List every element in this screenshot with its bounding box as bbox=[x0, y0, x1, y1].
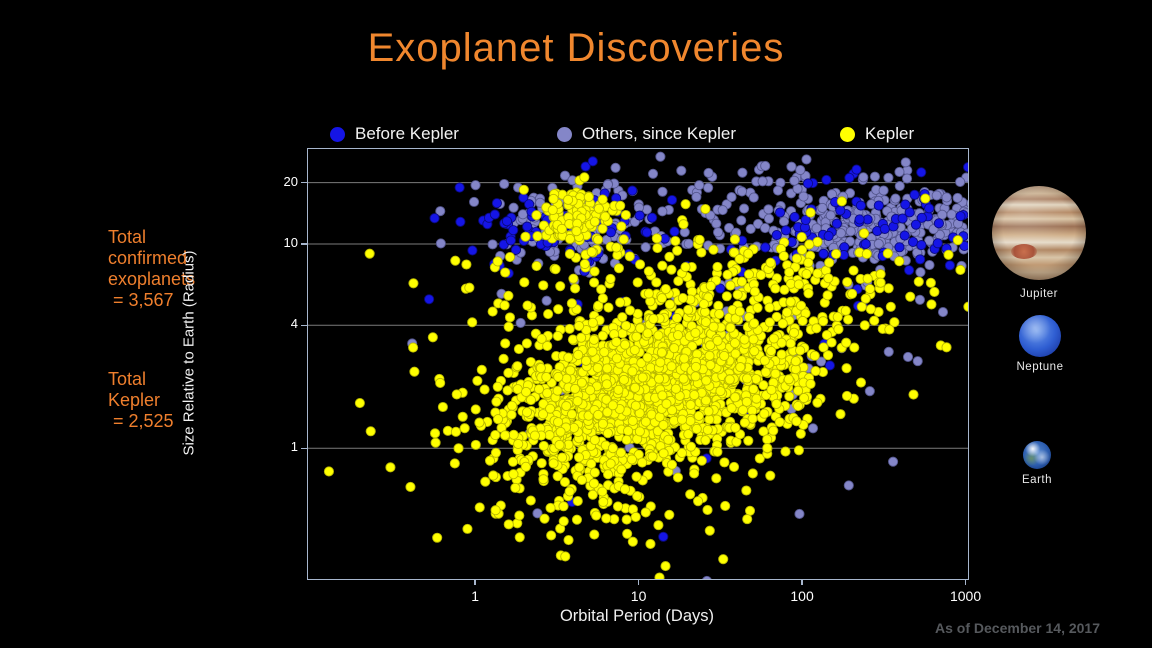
note-line: = 3,567 bbox=[108, 290, 174, 310]
earth-label: Earth bbox=[1022, 474, 1052, 486]
x-tick-mark bbox=[474, 579, 476, 585]
legend-item-before-kepler: Before Kepler bbox=[330, 124, 459, 144]
legend-label: Kepler bbox=[865, 124, 915, 143]
legend-item-others-since-kepler: Others, since Kepler bbox=[557, 124, 736, 144]
y-tick-label: 4 bbox=[290, 316, 298, 332]
x-tick-label: 1 bbox=[471, 588, 480, 604]
y-tick-label: 10 bbox=[283, 235, 298, 251]
y-tick-mark bbox=[301, 447, 307, 449]
jupiter-label: Jupiter bbox=[1019, 288, 1059, 300]
legend-item-kepler: Kepler bbox=[840, 124, 914, 144]
y-tick-mark bbox=[301, 324, 307, 327]
y-tick-label: 1 bbox=[290, 439, 298, 455]
x-tick-label: 1000 bbox=[949, 588, 982, 604]
earth-image bbox=[1023, 441, 1051, 469]
note-line: Total bbox=[108, 227, 147, 247]
y-axis-label: Size Relative to Earth (Radius) bbox=[180, 250, 198, 456]
x-tick-mark bbox=[964, 579, 967, 585]
y-tick-mark bbox=[301, 181, 307, 184]
y-tick-mark bbox=[301, 243, 307, 245]
scatter-plot: 1 10 100 1000 1 4 10 20 bbox=[284, 148, 981, 604]
x-axis-label: Orbital Period (Days) bbox=[559, 607, 715, 625]
jupiter-image bbox=[992, 186, 1086, 280]
legend-label: Before Kepler bbox=[355, 124, 459, 143]
scatter-points-canvas bbox=[308, 149, 968, 579]
y-tick-label: 20 bbox=[283, 173, 298, 189]
before-kepler-dot-icon bbox=[330, 126, 345, 142]
note-line: = 2,525 bbox=[108, 411, 174, 431]
x-tick-mark bbox=[637, 579, 640, 585]
total-confirmed-note: Total confirmed exoplanets = 3,567 bbox=[108, 227, 195, 311]
date-stamp: As of December 14, 2017 bbox=[935, 620, 1100, 636]
note-line: Total bbox=[108, 369, 147, 389]
x-tick-label: 100 bbox=[790, 588, 814, 604]
total-kepler-note: Total Kepler = 2,525 bbox=[108, 369, 174, 432]
legend-label: Others, since Kepler bbox=[582, 124, 737, 143]
note-line: Kepler bbox=[108, 390, 161, 410]
page-title: Exoplanet Discoveries bbox=[367, 26, 785, 70]
kepler-dot-icon bbox=[840, 126, 855, 142]
neptune-label: Neptune bbox=[1016, 361, 1064, 373]
neptune-image bbox=[1019, 315, 1061, 357]
note-line: exoplanets bbox=[108, 269, 196, 289]
jupiter-red-spot bbox=[1010, 244, 1037, 260]
x-tick-mark bbox=[801, 579, 803, 585]
others-since-kepler-dot-icon bbox=[557, 126, 572, 142]
x-tick-label: 10 bbox=[630, 588, 647, 604]
note-line: confirmed bbox=[108, 248, 188, 268]
